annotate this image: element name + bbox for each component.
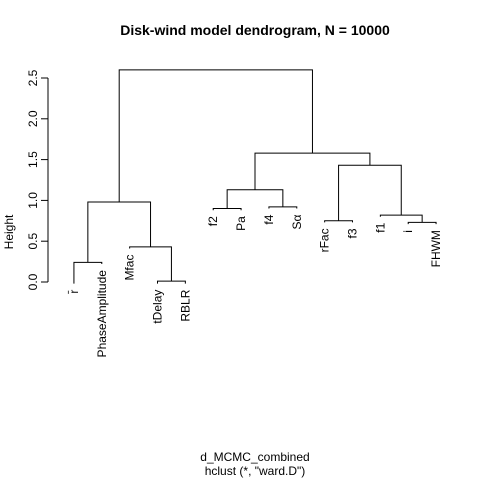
dendrogram-branch: [226, 189, 284, 209]
leaf-label: f4: [262, 214, 276, 224]
y-tick-label: 1.5: [26, 151, 40, 168]
dendrogram-branch: [118, 69, 313, 203]
dendrogram-branch: [379, 214, 423, 223]
leaf-label: FHWM: [429, 230, 443, 267]
dendrogram-branch: [87, 201, 152, 263]
leaf-label: tDelay: [151, 290, 165, 324]
y-tick-label: 1.0: [26, 192, 40, 209]
chart-title: Disk-wind model dendrogram, N = 10000: [120, 22, 390, 38]
leaf-label: RBLR: [178, 289, 192, 321]
leaf-labels: r̄ PhaseAmplitude Mfac tDelay RBLR f2 Pa f4 SαrF…: [67, 214, 443, 357]
leaf-label: Sα: [290, 215, 304, 230]
leaf-label: r̄: [67, 290, 81, 295]
y-axis-label: Height: [2, 214, 16, 249]
dendrogram-branch: [324, 220, 353, 223]
leaf-label: PhaseAmplitude: [95, 270, 109, 358]
dendrogram-branch: [254, 152, 371, 190]
dendrogram-branch: [338, 164, 402, 221]
dendrogram-branch: [157, 280, 186, 284]
leaf-label: f3: [346, 228, 360, 238]
dendrogram-branches: [73, 69, 437, 284]
dendrogram-branch: [212, 208, 242, 211]
x-axis-label: d_MCMC_combined: [200, 450, 309, 464]
dendrogram-branch: [407, 221, 437, 225]
leaf-label: Mfac: [123, 255, 137, 281]
leaf-label: f2: [206, 216, 220, 226]
y-tick-label: 2.5: [26, 69, 40, 86]
leaf-label: i: [401, 230, 415, 233]
y-tick-label: 2.0: [26, 110, 40, 127]
method-sublabel: hclust (*, "ward.D"): [205, 464, 306, 478]
leaf-label: Pa: [234, 216, 248, 231]
leaf-label: f1: [373, 222, 387, 232]
y-tick-label: 0.0: [26, 273, 40, 290]
y-tick-label: 0.5: [26, 233, 40, 250]
leaf-label: rFac: [318, 228, 332, 252]
dendrogram-branch: [268, 206, 298, 209]
y-axis: 0.0 0.5 1.0 1.5 2.0 2.5: [26, 69, 49, 290]
